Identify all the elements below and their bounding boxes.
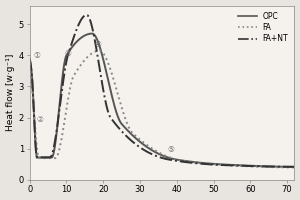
Y-axis label: Heat flow [w·g⁻¹]: Heat flow [w·g⁻¹] (6, 54, 15, 131)
Text: ①: ① (34, 51, 40, 60)
Text: ②: ② (37, 115, 44, 124)
Text: ③: ③ (65, 49, 72, 58)
Text: ⑤: ⑤ (168, 145, 175, 154)
Legend: OPC, FA, FA+NT: OPC, FA, FA+NT (235, 9, 291, 46)
Text: ④: ④ (94, 40, 101, 49)
